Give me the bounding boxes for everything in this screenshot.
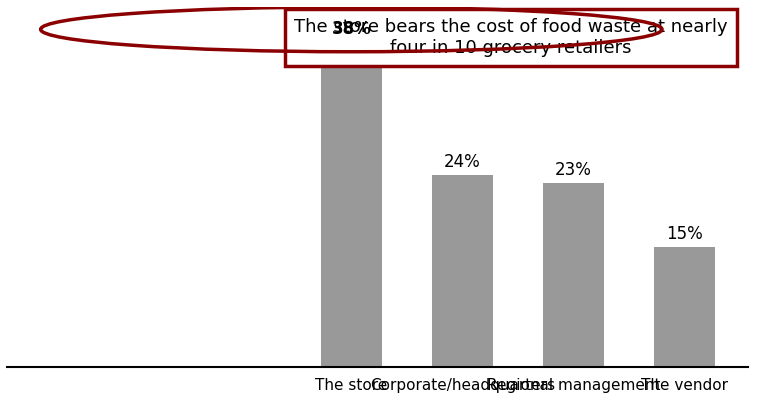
Text: 24%: 24%	[444, 153, 481, 171]
Text: 15%: 15%	[666, 225, 703, 243]
Text: 38%: 38%	[331, 20, 372, 38]
Text: The store bears the cost of food waste at nearly
four in 10 grocery retailers: The store bears the cost of food waste a…	[294, 18, 728, 56]
Text: 23%: 23%	[555, 161, 592, 179]
Bar	[654, 247, 714, 367]
Bar	[321, 63, 382, 367]
Bar	[543, 183, 604, 367]
Bar	[432, 175, 493, 367]
